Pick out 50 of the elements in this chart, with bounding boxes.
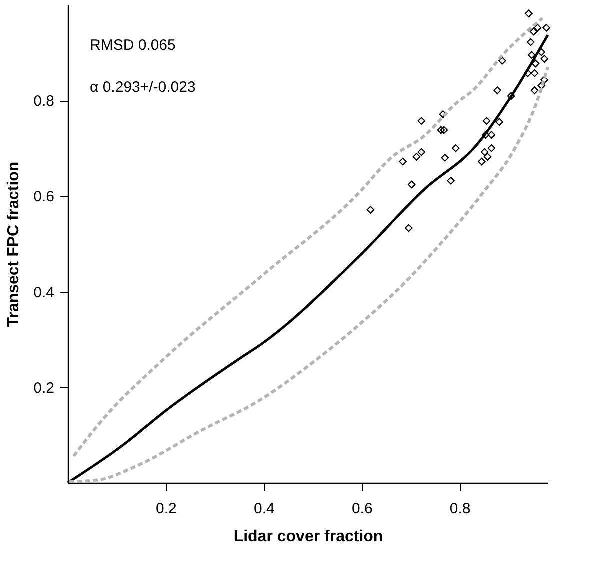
point (412, 153, 421, 161)
point (524, 10, 533, 18)
point (439, 110, 448, 118)
point (482, 117, 491, 126)
x-tick-label: 0.4 (254, 500, 275, 518)
point (530, 28, 538, 36)
point (399, 158, 407, 166)
point (496, 118, 504, 126)
point (530, 86, 539, 94)
x-tick-label: 0.6 (352, 500, 373, 518)
point (482, 131, 490, 139)
point (488, 144, 496, 152)
point (447, 177, 455, 185)
point (532, 60, 540, 68)
point (418, 117, 426, 126)
point (488, 131, 496, 139)
annotation: RMSD 0.065 (90, 37, 176, 54)
y-tick-label: 0.4 (34, 284, 54, 302)
point (534, 24, 542, 32)
y-tick-label: 0.8 (34, 93, 54, 110)
point (528, 51, 536, 60)
point (366, 206, 375, 214)
point (437, 126, 446, 134)
point (484, 153, 492, 161)
point (530, 69, 539, 78)
x-tick-label: 0.2 (156, 500, 177, 518)
point (478, 158, 486, 166)
y-axis-title: Transect FPC fraction (6, 162, 23, 328)
annotation: α 0.293+/-0.023 (90, 79, 196, 96)
point (538, 82, 546, 90)
point (441, 154, 450, 162)
point (507, 92, 516, 100)
point (418, 148, 426, 156)
y-tick-label: 0.6 (34, 188, 54, 206)
point (408, 180, 416, 189)
point (498, 57, 506, 65)
point (440, 126, 448, 134)
point (538, 48, 546, 56)
point (480, 148, 489, 156)
point (404, 224, 413, 232)
point (540, 55, 548, 63)
point (526, 38, 535, 46)
point (452, 144, 460, 152)
x-axis-title: Lidar cover fraction (234, 528, 384, 546)
point (542, 24, 550, 32)
y-tick-label: 0.2 (34, 380, 54, 397)
point (494, 86, 502, 94)
point (524, 69, 532, 78)
point (540, 76, 548, 84)
x-tick-label: 0.8 (450, 500, 471, 518)
